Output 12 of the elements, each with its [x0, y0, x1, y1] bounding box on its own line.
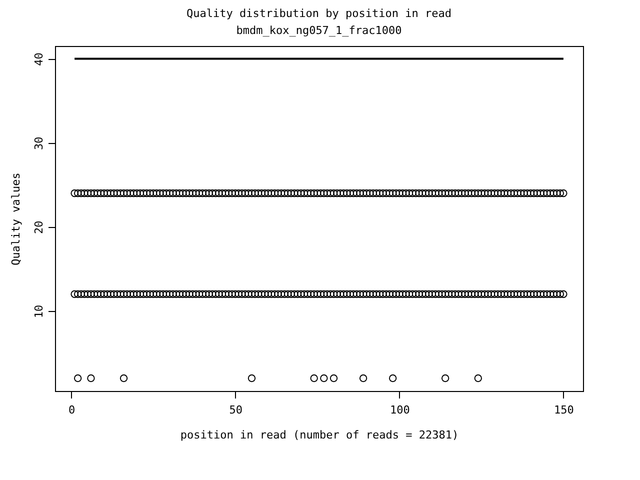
x-tick-label: 0	[68, 404, 76, 416]
y-tick-label: 30	[32, 136, 46, 150]
chart-title: Quality distribution by position in read	[186, 7, 452, 20]
x-tick-label: 50	[229, 404, 242, 416]
y-tick-label: 20	[32, 220, 46, 234]
y-axis-title: Quality values	[10, 172, 22, 266]
y-tick-label: 40	[32, 52, 46, 66]
x-tick-label: 150	[554, 404, 574, 416]
x-axis-title: position in read (number of reads = 22381)	[180, 428, 459, 442]
y-tick-label: 10	[32, 304, 46, 318]
chart-subtitle: bmdm_kox_ng057_1_frac1000	[236, 24, 402, 37]
x-tick-label: 100	[390, 404, 410, 416]
